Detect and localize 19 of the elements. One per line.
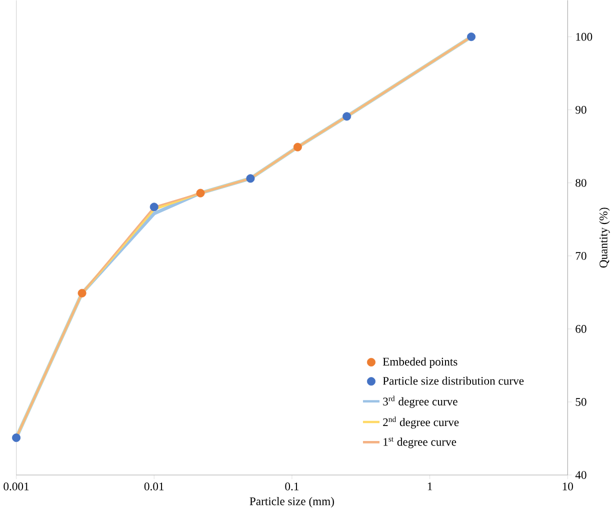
legend-label: 1$^{st}$ degree curve	[384, 437, 456, 448]
x-tick-label: 0.001	[4, 482, 29, 491]
y-tick-label: 60	[576, 325, 586, 333]
x-tick-label: 0.01	[144, 482, 164, 491]
legend-label: Particle size distribution curve	[382, 376, 524, 385]
legend-label: Embeded points	[382, 358, 458, 368]
y-tick-label: 100	[576, 32, 592, 41]
legend-label: 3$^{rd}$ degree curve	[383, 396, 458, 408]
legend-label: 2$^{nd}$ degree curve	[383, 416, 459, 429]
x-tick-label: 0.1	[285, 482, 299, 491]
x-tick-label: 1	[428, 482, 432, 490]
y-tick-label: 70	[576, 252, 586, 260]
x-tick-label: 10	[562, 482, 573, 490]
y-tick-label: 90	[576, 106, 586, 114]
y-tick-label: 50	[576, 398, 586, 406]
x-axis-title: Particle size (mm)	[250, 497, 334, 508]
y-tick-label: 40	[575, 471, 586, 479]
y-tick-label: 80	[576, 179, 586, 187]
y-axis-title: Quantity (%)	[599, 208, 610, 268]
